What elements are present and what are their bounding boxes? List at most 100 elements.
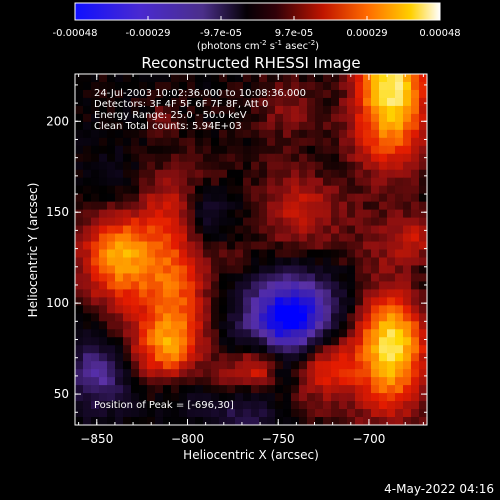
heatmap-cell <box>371 113 380 123</box>
heatmap-cell <box>291 81 300 91</box>
heatmap-cell <box>75 105 84 115</box>
heatmap-cell <box>379 273 388 283</box>
heatmap-cell <box>139 409 148 418</box>
heatmap-cell <box>307 273 316 283</box>
heatmap-cell <box>195 313 204 322</box>
heatmap-cell <box>259 153 268 163</box>
heatmap-cell <box>83 393 92 402</box>
heatmap-cell <box>243 361 252 370</box>
heatmap-cell <box>347 97 356 107</box>
heatmap-cell <box>203 177 212 187</box>
heatmap-cell <box>283 209 292 219</box>
heatmap-cell <box>163 169 172 179</box>
heatmap-cell <box>291 321 300 330</box>
heatmap-cell <box>371 361 380 370</box>
heatmap-cell <box>91 105 100 115</box>
heatmap-cell <box>259 385 268 394</box>
heatmap-cell <box>371 385 380 394</box>
heatmap-cell <box>403 105 412 115</box>
heatmap-cell <box>371 345 380 354</box>
heatmap-cell <box>259 321 268 330</box>
heatmap-cell <box>219 121 228 131</box>
heatmap-cell <box>163 281 172 290</box>
heatmap-cell <box>411 177 420 187</box>
heatmap-cell <box>299 281 308 290</box>
heatmap-cell <box>131 169 140 179</box>
heatmap-cell <box>267 321 276 330</box>
heatmap-cell <box>99 281 108 290</box>
heatmap-cell <box>99 217 108 227</box>
heatmap-cell <box>163 97 172 107</box>
heatmap-cell <box>243 113 252 123</box>
heatmap-cell <box>75 289 84 298</box>
heatmap-cell <box>91 153 100 163</box>
heatmap-cell <box>403 273 412 283</box>
heatmap-cell <box>403 121 412 131</box>
heatmap-cell <box>339 105 348 115</box>
info-annotations: 24-Jul-2003 10:02:36.000 to 10:08:36.000… <box>94 88 306 411</box>
heatmap-cell <box>419 209 427 219</box>
heatmap-cell <box>155 153 164 163</box>
heatmap-cell <box>339 233 348 243</box>
heatmap-cell <box>411 329 420 338</box>
heatmap-cell <box>187 209 196 219</box>
heatmap-cell <box>195 401 204 410</box>
heatmap-cell <box>115 185 124 195</box>
heatmap-cell <box>371 185 380 195</box>
heatmap-cell <box>331 313 340 322</box>
heatmap-cell <box>115 249 124 259</box>
heatmap-cell <box>355 409 364 418</box>
heatmap-cell <box>275 225 284 235</box>
heatmap-cell <box>131 385 140 394</box>
heatmap-cell <box>251 113 260 123</box>
heatmap-cell <box>419 89 427 99</box>
heatmap-cell <box>187 321 196 330</box>
heatmap-cell <box>347 353 356 362</box>
heatmap-cell <box>83 337 92 346</box>
heatmap-cell <box>403 393 412 402</box>
heatmap-cell <box>131 105 140 115</box>
heatmap-cell <box>315 74 324 83</box>
x-tick-label: −850 <box>80 432 113 446</box>
heatmap-cell <box>155 217 164 227</box>
heatmap-cell <box>395 281 404 290</box>
heatmap-cell <box>363 97 372 107</box>
heatmap-cell <box>299 273 308 283</box>
heatmap-cell <box>131 113 140 123</box>
heatmap-cell <box>315 361 324 370</box>
heatmap-cell <box>355 377 364 386</box>
heatmap-cell <box>291 369 300 378</box>
heatmap-cell <box>419 377 427 386</box>
heatmap-cell <box>267 209 276 219</box>
heatmap-cell <box>315 185 324 195</box>
heatmap-cell <box>275 161 284 171</box>
heatmap-cell <box>99 113 108 123</box>
heatmap-cell <box>235 74 244 83</box>
heatmap-cell <box>211 241 220 251</box>
heatmap-cell <box>411 265 420 275</box>
heatmap-cell <box>131 137 140 147</box>
heatmap-cell <box>123 321 132 330</box>
heatmap-cell <box>387 201 396 211</box>
heatmap-cell <box>315 241 324 251</box>
heatmap-cell <box>379 81 388 91</box>
heatmap-cell <box>283 89 292 99</box>
heatmap-cell <box>363 193 372 203</box>
heatmap-cell <box>331 409 340 418</box>
heatmap-cell <box>179 361 188 370</box>
heatmap-cell <box>315 313 324 322</box>
heatmap-cell <box>187 345 196 354</box>
heatmap-cell <box>315 153 324 163</box>
heatmap-cell <box>299 305 308 314</box>
heatmap-cell <box>347 305 356 314</box>
heatmap-cell <box>379 353 388 362</box>
heatmap-cell <box>115 241 124 251</box>
heatmap-cell <box>315 169 324 179</box>
heatmap-cell <box>291 385 300 394</box>
heatmap-cell <box>171 113 180 123</box>
heatmap-cell <box>91 137 100 147</box>
heatmap-cell <box>107 177 116 187</box>
heatmap-cell <box>411 417 420 425</box>
heatmap-cell <box>315 121 324 131</box>
